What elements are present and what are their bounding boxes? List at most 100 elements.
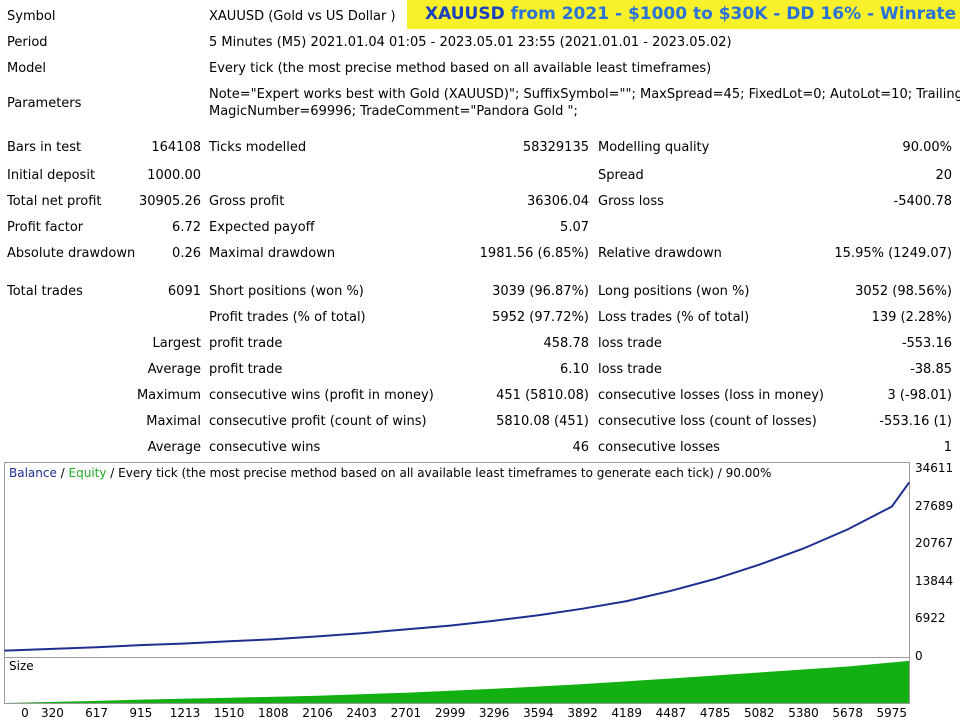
maximum-wins-value: 451 (5810.08): [496, 388, 589, 403]
maximal-loss-value: -553.16 (1): [879, 414, 952, 429]
legend-separator: /: [56, 466, 69, 480]
balance-point: [4, 649, 6, 652]
size-graph-frame: [4, 658, 910, 704]
y-tick-label: 27689: [915, 498, 954, 513]
x-tick-label: 2403: [346, 706, 377, 720]
parameters-value-line1: Note="Expert works best with Gold (XAUUS…: [209, 87, 960, 102]
balance-point: [802, 547, 805, 550]
short-positions-label: Short positions (won %): [209, 284, 364, 299]
balance-point: [140, 644, 142, 646]
largest-profit-value: 458.78: [543, 336, 590, 351]
x-tick-label: 4189: [611, 706, 642, 720]
gross-profit-label: Gross profit: [209, 194, 285, 209]
balance-point: [360, 632, 363, 634]
parameters-label: Parameters: [7, 96, 82, 111]
balance-point: [316, 635, 319, 638]
average-loss-value: -38.85: [910, 362, 952, 377]
average-consecutive-wins-value: 46: [572, 440, 589, 455]
maximal-profit-label: consecutive profit (count of wins): [209, 414, 427, 429]
largest-loss-label: loss trade: [598, 336, 662, 351]
total-net-profit-label: Total net profit: [7, 194, 102, 209]
x-tick-label: 1510: [213, 706, 245, 720]
absolute-drawdown-label: Absolute drawdown: [7, 246, 136, 261]
average-consecutive-losses-value: 1: [943, 440, 952, 455]
x-tick-label: 2106: [302, 706, 333, 720]
largest-profit-label: profit trade: [209, 336, 283, 351]
maximal-loss-label: consecutive loss (count of losses): [598, 414, 817, 429]
period-value: 5 Minutes (M5) 2021.01.04 01:05 - 2023.0…: [209, 35, 732, 50]
balance-point: [537, 614, 540, 617]
total-trades-value: 6091: [167, 284, 201, 299]
maximum-losses-label: consecutive losses (loss in money): [598, 388, 824, 403]
maximum-losses-value: 3 (-98.01): [887, 388, 952, 403]
initial-deposit-value: 1000.00: [147, 168, 201, 183]
short-positions-value: 3039 (96.87%): [492, 284, 589, 299]
y-tick-label: 0: [915, 649, 923, 663]
total-net-profit-value: 30905.26: [138, 194, 201, 209]
legend-equity: Equity: [68, 466, 107, 480]
x-tick-label: 915: [129, 706, 153, 720]
x-tick-label: 3296: [478, 706, 510, 720]
relative-drawdown-label: Relative drawdown: [598, 246, 722, 261]
ticks-modelled-value: 58329135: [522, 140, 589, 155]
total-trades-label: Total trades: [7, 284, 83, 299]
balance-point: [625, 600, 628, 602]
bars-in-test-value: 164108: [151, 140, 201, 155]
average-prefix: Average: [147, 362, 201, 377]
balance-point: [581, 607, 584, 610]
profit-factor-label: Profit factor: [7, 220, 84, 235]
x-tick-label: 3594: [523, 706, 554, 720]
balance-point: [891, 505, 893, 508]
expected-payoff-value: 5.07: [560, 220, 589, 235]
balance-point: [908, 481, 910, 484]
long-positions-value: 3052 (98.56%): [855, 284, 952, 299]
modelling-quality-value: 90.00%: [902, 140, 952, 155]
legend-balance: Balance: [9, 466, 57, 480]
model-value: Every tick (the most precise method base…: [209, 61, 712, 76]
x-tick-label: 5975: [876, 706, 908, 720]
largest-loss-value: -553.16: [901, 336, 952, 351]
maximal-prefix: Maximal: [146, 414, 201, 429]
x-tick-label: 1213: [169, 706, 201, 720]
absolute-drawdown-value: 0.26: [172, 246, 201, 261]
parameters-value-line2: MagicNumber=69996; TradeComment="Pandora…: [209, 104, 578, 119]
x-tick-label: 5082: [743, 706, 775, 720]
ticks-modelled-label: Ticks modelled: [209, 140, 307, 155]
period-label: Period: [7, 35, 48, 50]
size-label: Size: [9, 659, 34, 673]
gross-loss-label: Gross loss: [598, 194, 664, 209]
banner-text: from 2021 - $1000 to $30K - DD 16% - Win…: [510, 4, 960, 24]
y-tick-label: 20767: [915, 536, 954, 551]
loss-trades-value: 139 (2.28%): [871, 310, 952, 325]
balance-point: [95, 646, 98, 649]
model-label: Model: [7, 61, 47, 76]
legend-description: / Every tick (the most precise method ba…: [106, 466, 772, 480]
y-tick-label: 13844: [915, 573, 954, 588]
average-consecutive-prefix: Average: [147, 440, 201, 455]
profit-trades-value: 5952 (97.72%): [492, 310, 589, 325]
average-profit-value: 6.10: [560, 362, 589, 377]
balance-point: [758, 563, 760, 566]
maximal-drawdown-value: 1981.56 (6.85%): [479, 246, 589, 261]
average-consecutive-wins-label: consecutive wins: [209, 440, 321, 455]
symbol-label: Symbol: [7, 9, 56, 24]
y-tick-label: 6922: [915, 611, 946, 626]
maximal-profit-value: 5810.08 (451): [496, 414, 589, 429]
balance-point: [449, 624, 451, 627]
x-tick-label: 4487: [655, 706, 687, 720]
x-tick-label: 5678: [832, 706, 863, 720]
x-tick-label: 2701: [390, 706, 422, 720]
x-tick-label: 0: [21, 706, 29, 720]
modelling-quality-label: Modelling quality: [598, 140, 710, 155]
banner-symbol: XAUUSD: [425, 4, 505, 24]
bars-in-test-label: Bars in test: [7, 140, 82, 155]
initial-deposit-label: Initial deposit: [7, 168, 96, 183]
maximum-prefix: Maximum: [136, 388, 201, 403]
maximum-wins-label: consecutive wins (profit in money): [209, 388, 434, 403]
profit-factor-value: 6.72: [172, 220, 201, 235]
balance-point: [846, 528, 849, 531]
balance-line: [4, 482, 910, 652]
balance-point: [714, 578, 716, 580]
graph-legend: Balance / Equity / Every tick (the most …: [9, 466, 771, 480]
